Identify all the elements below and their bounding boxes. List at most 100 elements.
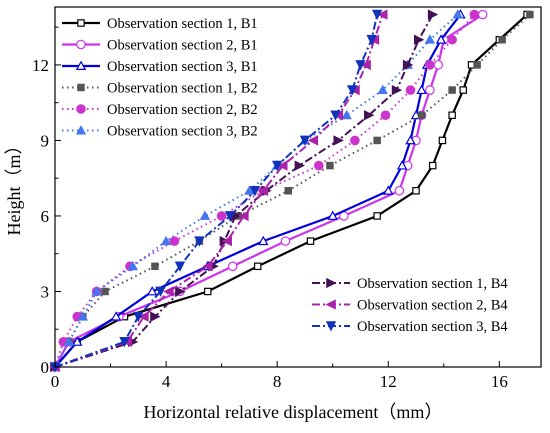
- series-3-point-7: [327, 210, 338, 220]
- x-tick-label-1: 0: [51, 372, 60, 391]
- series-6-point-6: [160, 235, 172, 246]
- legend-label-8: Observation section 2, B4: [357, 298, 508, 314]
- series-1-point-12: [459, 86, 467, 94]
- x-tick-label-3: 8: [273, 372, 282, 391]
- series-1-point-9: [428, 161, 437, 170]
- plot-area: [49, 9, 534, 373]
- series-4-point-14: [498, 35, 506, 44]
- x-tick-label-4: 12: [380, 372, 397, 391]
- legend-marker-4: [77, 83, 85, 92]
- series-7-line: [54, 14, 434, 368]
- series-6-point-12: [377, 84, 388, 95]
- series-3-point-2: [71, 336, 83, 346]
- series-9-point-12: [346, 85, 358, 96]
- series-4-point-9: [326, 161, 334, 170]
- series-3-point-9: [396, 160, 408, 170]
- series-2-point-6: [280, 236, 291, 246]
- axes: 0 4 8 12 16 0 3 6 9 12: [32, 6, 542, 391]
- series-6-point-15: [452, 9, 463, 19]
- series-7-point-13: [402, 59, 414, 71]
- legend-entry-3: Observation section 3, B1: [62, 59, 258, 75]
- legend-label-6: Observation section 3, B2: [107, 124, 258, 140]
- series-9-point-6: [194, 236, 205, 247]
- series-2-point-13: [433, 60, 444, 70]
- y-tick-label-4: 9: [41, 131, 50, 150]
- series-4-point-11: [417, 111, 426, 120]
- y-tick-label-3: 6: [41, 207, 50, 226]
- series-7-point-9: [294, 160, 305, 171]
- series-6-point-8: [244, 185, 255, 195]
- legend-label-4: Observation section 1, B2: [107, 81, 258, 97]
- series-1-point-4: [203, 287, 212, 296]
- series-9: [49, 9, 383, 373]
- series-5-point-14: [447, 34, 457, 45]
- series-4-point-13: [473, 61, 481, 69]
- series-9-point-8: [249, 185, 261, 197]
- series-9-point-14: [366, 34, 377, 46]
- legend-entry-5: Observation section 2, B2: [62, 102, 258, 118]
- series-3-point-12: [416, 84, 427, 95]
- legend-entry-6: Observation section 3, B2: [62, 124, 258, 140]
- series-8-line: [54, 14, 384, 368]
- series-4-point-8: [284, 187, 293, 195]
- series-9-point-10: [299, 135, 311, 146]
- legend-top-left: Observation section 1, B1 Observation sec…: [62, 16, 258, 140]
- series-5-point-7: [216, 211, 227, 221]
- series-9-point-3: [133, 311, 144, 323]
- series-7-point-3: [150, 311, 161, 322]
- series-9-point-11: [330, 110, 341, 121]
- y-tick-label-2: 3: [41, 282, 50, 301]
- series-4-point-10: [373, 136, 381, 145]
- legend-marker-5: [76, 104, 86, 114]
- legend-marker-8: [325, 299, 336, 310]
- series-6-line: [54, 13, 459, 368]
- legend-marker-1: [77, 19, 85, 27]
- series-7-point-11: [364, 110, 375, 121]
- series-5-point-11: [380, 110, 391, 121]
- series-8-point-4: [163, 286, 174, 297]
- series-5-point-15: [469, 9, 480, 20]
- legend-entry-9: Observation section 3, B4: [312, 319, 508, 335]
- series-7-point-15: [427, 9, 439, 20]
- series-1-point-5: [253, 262, 262, 271]
- series-7-point-10: [333, 135, 344, 146]
- series-8-point-8: [257, 185, 269, 196]
- series-3-point-3: [110, 311, 122, 321]
- series-6-point-2: [63, 336, 75, 346]
- series-2-point-8: [394, 185, 405, 196]
- legend-entry-8: Observation section 2, B4: [312, 298, 508, 314]
- series-9-point-5: [174, 261, 186, 272]
- series-9-point-13: [355, 60, 366, 71]
- legend-label-9: Observation section 3, B4: [357, 319, 508, 335]
- series-7-point-14: [414, 34, 425, 45]
- series-4-point-5: [151, 262, 159, 271]
- series-6-point-4: [91, 286, 102, 296]
- series-8-point-9: [277, 160, 288, 171]
- legend-entry-2: Observation section 2, B1: [62, 38, 258, 54]
- legend-bottom-right: Observation section 1, B4 Observation sec…: [312, 276, 508, 335]
- legend-entry-7: Observation section 1, B4: [312, 276, 508, 292]
- y-tick-label-5: 12: [32, 56, 49, 75]
- series-9-point-7: [224, 211, 236, 222]
- series-8: [49, 9, 388, 373]
- y-axis-title: Height（m）: [4, 137, 24, 236]
- series-5-point-6: [169, 236, 180, 246]
- series-5-line: [54, 13, 476, 368]
- legend-label-7: Observation section 1, B4: [357, 276, 508, 292]
- series-3-point-10: [405, 134, 416, 145]
- series-9-point-9: [272, 160, 283, 172]
- series-3-point-6: [258, 235, 269, 246]
- series-1-point-10: [438, 136, 447, 145]
- y-tick-label-1: 0: [41, 358, 50, 377]
- series-4-point-15: [526, 10, 534, 19]
- series-2-point-12: [425, 85, 435, 95]
- legend-label-1: Observation section 1, B1: [107, 16, 258, 32]
- series-5-point-10: [350, 135, 360, 146]
- series-9-point-4: [155, 286, 166, 298]
- series-1-point-11: [448, 111, 456, 120]
- series-3-point-4: [146, 286, 158, 296]
- series-6-point-7: [199, 210, 211, 220]
- legend-label-2: Observation section 2, B1: [107, 38, 258, 54]
- x-tick-label-2: 4: [162, 372, 171, 391]
- series-8-point-7: [238, 210, 249, 222]
